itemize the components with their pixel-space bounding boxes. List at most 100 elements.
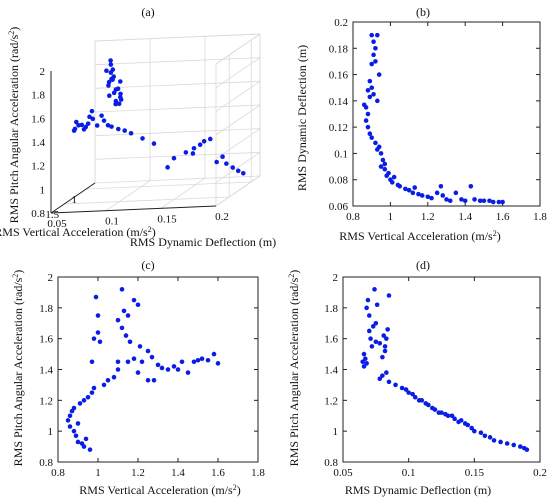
panel-b-data-point (481, 198, 487, 204)
panel-b-data-point (365, 124, 371, 130)
panel-c-y-axis-title-main: RMS Pitch Angular Acceleration (rad/s (11, 277, 25, 466)
panel-d-data-point (382, 348, 388, 354)
panel-b-data-point (378, 151, 384, 156)
panel-a-data-point (191, 145, 197, 151)
panel-d-data-point (399, 385, 405, 391)
panel-b-data-point (459, 197, 464, 202)
panel-a-grid-line (94, 104, 261, 113)
panel-b-axes-box (352, 21, 541, 207)
panel-a-z-tick-label: 1.4 (31, 137, 45, 149)
panel-c-data-point (151, 377, 157, 383)
panel-b-data-point (403, 186, 408, 192)
panel-c-data-point (65, 418, 71, 423)
panel-a-z-tick-label: 1.8 (31, 90, 45, 102)
panel-d-data-point (377, 340, 383, 346)
panel-a-data-point (105, 122, 111, 128)
panel-b-axes: 0.8 1 1.2 1.4 1.6 1.8 0.06 0.08 0.1 0.12 0.14 0.16 0… (329, 17, 548, 223)
panel-b-y-tick-label: 0.12 (329, 122, 348, 134)
panel-a-grid-line (94, 128, 261, 137)
panel-d-x-axis-title: RMS Dynamic Deflection (m) (345, 483, 491, 497)
panel-a-x-axis-title-close: ) (152, 225, 156, 239)
panel-d-data-point (365, 297, 371, 303)
panel-a-grid-line (215, 152, 261, 183)
panel-c-data-point (149, 354, 155, 360)
panel-b-data-point (382, 161, 388, 167)
panel-d-y-tick-label: 2 (333, 272, 339, 284)
panel-a-data-point (94, 123, 100, 128)
panel-d-y-tick-label: 1.4 (324, 365, 338, 377)
panel-a-grid-line (94, 175, 261, 184)
panel-a-data-point (104, 68, 109, 74)
panel-c-data-point (105, 377, 111, 383)
panel-b-data-point (453, 190, 459, 196)
panel-d-data-point (369, 344, 375, 349)
panel-b-data-point (380, 157, 386, 163)
panel-a-data-point (90, 116, 96, 122)
panel-d-data-point (381, 333, 387, 338)
panel-c-x-tick-label: 1.8 (251, 467, 265, 479)
panel-d-data-point (372, 287, 377, 292)
panel-d-data-point (393, 382, 398, 388)
panel-b-data-point (412, 185, 418, 190)
panel-a-data-point (230, 165, 236, 170)
panel-c-data-point (75, 439, 81, 445)
panel-d-data-point (504, 441, 510, 446)
panel-c-data-point (75, 421, 81, 426)
panel-a-data-point (74, 119, 79, 125)
panel-d-data-point (368, 336, 373, 341)
panel-a-data-point (151, 141, 157, 146)
panel-c-data-point (91, 385, 97, 391)
panel-c-data-point (127, 339, 133, 345)
panel-a-grid-line (94, 151, 261, 160)
panel-c-data-point (199, 356, 205, 362)
panel-c-data-point (73, 433, 79, 439)
panel-d-y-axis-title-close: ) (287, 270, 301, 274)
panel-a-y-tick-label: 0.15 (157, 213, 177, 225)
panel-a-data-point (99, 113, 104, 118)
panel-c-data-point (111, 374, 117, 380)
panel-a-grid-line (64, 196, 230, 205)
panel-c-data-point (97, 339, 103, 345)
panel-d-data-point (385, 327, 390, 332)
panel-a-z-tick-label: 2 (40, 66, 46, 78)
panel-a-data-point (106, 83, 111, 88)
panel-b-data-point (369, 61, 375, 67)
panel-c-x-tick-label: 1.6 (211, 467, 225, 479)
panel-b-data-point (373, 45, 378, 51)
panel-d-y-axis-title-main: RMS Pitch Angular Acceleration (rad/s (287, 277, 301, 466)
panel-c-data-point (171, 364, 177, 369)
panel-c-data-point (119, 325, 125, 331)
panel-b-data-point (389, 180, 395, 185)
panel-a-data-point (190, 151, 196, 156)
panel-d-axes-box (342, 276, 541, 463)
panel-b-data-point (468, 183, 474, 189)
panel-a-ticks: 0.8 1 1.2 1.4 1.6 1.8 2 1 1.50.05 0.1 0.15 0.2 (31, 66, 229, 230)
panel-c-data-point (185, 370, 191, 375)
panel-c-data-point (71, 405, 77, 411)
panel-a-z-tick-label: 1.6 (31, 113, 45, 125)
panel-b-data-point (410, 190, 416, 196)
panel-a-grid-line (94, 80, 261, 89)
panel-b-data-point (382, 166, 388, 172)
panel-c-data-point (139, 359, 145, 365)
panel-d-data-point (361, 351, 367, 357)
panel-c-data-point (115, 317, 121, 323)
panel-a-z-axis-title-close: ) (7, 27, 21, 31)
panel-a-data-point (235, 168, 241, 174)
panel-a-grid-line (215, 128, 261, 159)
panel-b-data-point (373, 59, 378, 64)
panel-c-data-point (205, 357, 211, 363)
panel-c-x-axis-title-main: RMS Vertical Acceleration (m/s (79, 483, 233, 497)
panel-d-data-point (419, 398, 425, 403)
panel-c-data-point (159, 365, 165, 371)
panel-d-data-point (373, 320, 379, 326)
panel-b-data-point (500, 199, 505, 205)
panel-c-data-point (67, 424, 73, 429)
panel-c-y-tick-label: 1.6 (39, 334, 53, 346)
panel-d-y-tick-label: 1 (333, 426, 339, 438)
panel-b-data-point (375, 32, 380, 38)
panel-a-data-point (122, 128, 127, 133)
panel-c-data-point (89, 359, 95, 365)
panel-b-data-point (363, 118, 369, 123)
panel-d-data-point (439, 410, 444, 415)
